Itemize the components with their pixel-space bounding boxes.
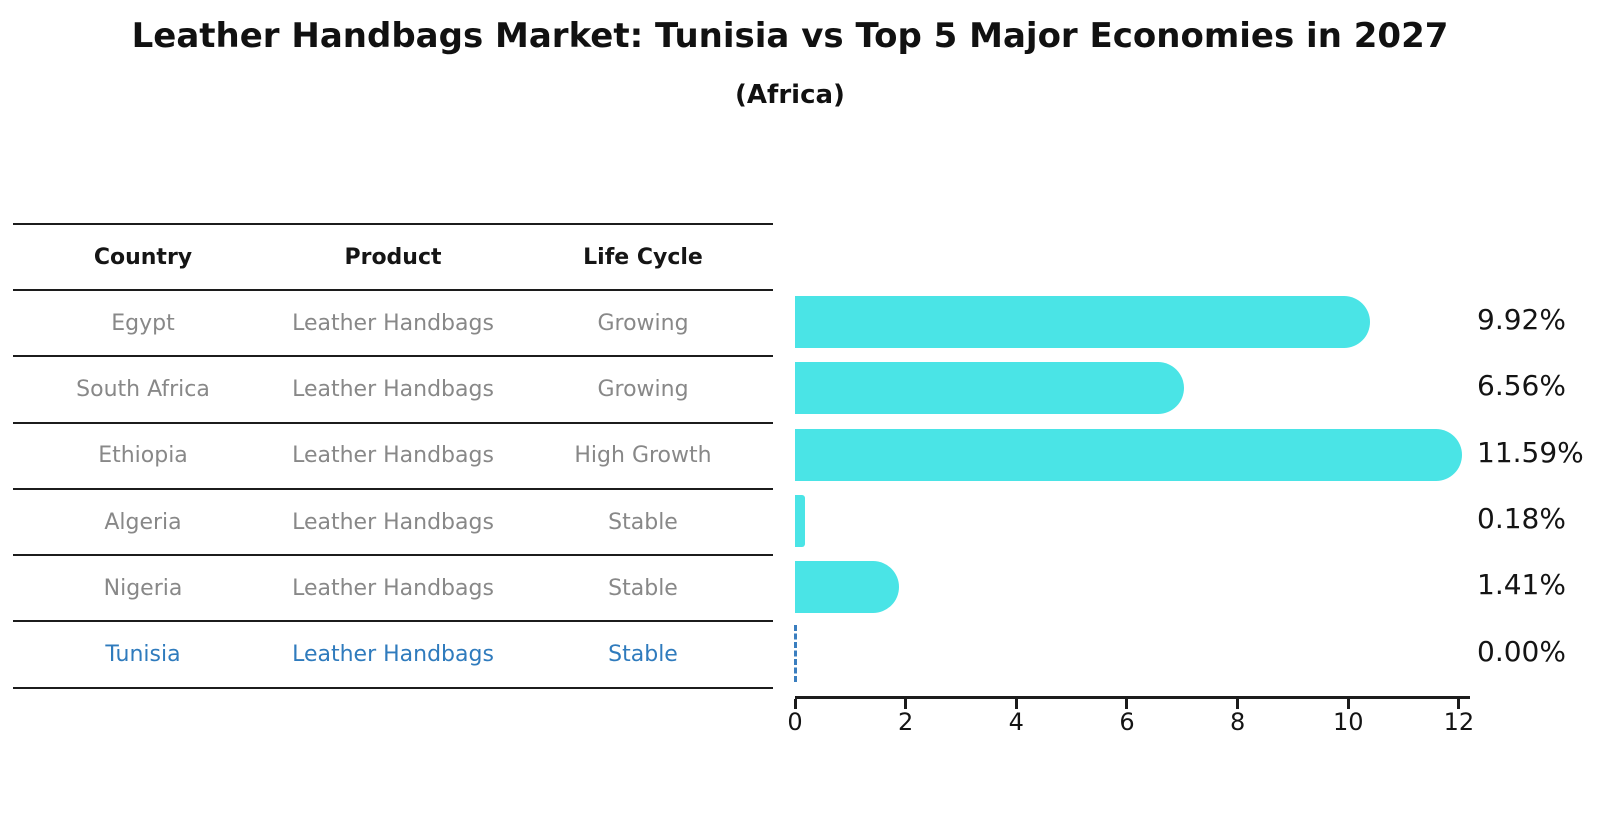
cell-country: Egypt [111, 310, 175, 336]
bar-ethiopia [795, 428, 1463, 481]
x-tick-label-0: 0 [787, 708, 803, 736]
x-tick-label-12: 12 [1443, 708, 1475, 736]
cell-life-cycle: Growing [597, 310, 689, 336]
x-tick-label-2: 2 [898, 708, 914, 736]
table-row-tunisia: Tunisia Leather Handbags Stable [13, 622, 773, 689]
cell-product: Leather Handbags [292, 642, 494, 668]
x-axis-line [795, 696, 1470, 699]
value-label-algeria: 0.18% [1477, 502, 1566, 536]
cell-product: Leather Handbags [292, 310, 494, 336]
cell-life-cycle: Stable [608, 575, 678, 601]
cell-life-cycle: Stable [608, 509, 678, 535]
bar-egypt [795, 296, 1370, 349]
x-tick-mark-0 [793, 699, 797, 709]
bar-nigeria [795, 561, 899, 614]
chart-subtitle: (Africa) [735, 80, 845, 110]
x-tick-label-6: 6 [1119, 708, 1135, 736]
cell-country: Algeria [104, 509, 182, 535]
country-table: Country Product Life Cycle Egypt Leather … [13, 223, 773, 689]
cell-country: Nigeria [103, 575, 183, 601]
x-tick-label-4: 4 [1008, 708, 1024, 736]
cell-country: Ethiopia [98, 443, 188, 469]
table-row-egypt: Egypt Leather Handbags Growing [13, 291, 773, 358]
cell-country: Tunisia [105, 642, 181, 668]
x-tick-mark-2 [904, 699, 908, 709]
bar-south-africa [795, 362, 1184, 415]
cell-country: South Africa [76, 376, 210, 402]
value-label-tunisia: 0.00% [1477, 634, 1566, 668]
cell-product: Leather Handbags [292, 376, 494, 402]
table-header-life-cycle: Life Cycle [583, 244, 703, 270]
zero-dashed-line-tunisia [794, 624, 797, 682]
x-tick-mark-6 [1125, 699, 1129, 709]
x-tick-mark-4 [1014, 699, 1018, 709]
value-label-nigeria: 1.41% [1477, 568, 1566, 602]
cell-life-cycle: Growing [597, 376, 689, 402]
table-row-ethiopia: Ethiopia Leather Handbags High Growth [13, 424, 773, 490]
value-label-ethiopia: 11.59% [1477, 435, 1584, 469]
table-header-country: Country [93, 244, 193, 270]
cell-life-cycle: High Growth [574, 443, 712, 469]
table-header-product: Product [344, 244, 442, 270]
cell-product: Leather Handbags [292, 443, 494, 469]
table-row-south-africa: South Africa Leather Handbags Growing [13, 357, 773, 424]
cell-product: Leather Handbags [292, 509, 494, 535]
table-body: Egypt Leather Handbags Growing South Africa… [13, 291, 773, 689]
value-label-egypt: 9.92% [1477, 303, 1566, 337]
x-tick-mark-8 [1236, 699, 1240, 709]
x-tick-mark-10 [1346, 699, 1350, 709]
bar-algeria [795, 495, 805, 548]
table-header-row: Country Product Life Cycle [13, 225, 773, 291]
x-tick-label-8: 8 [1229, 708, 1246, 736]
chart-title: Leather Handbags Market: Tunisia vs Top … [131, 16, 1449, 56]
cell-life-cycle: Stable [608, 642, 678, 668]
value-label-south-africa: 6.56% [1477, 369, 1566, 403]
cell-product: Leather Handbags [292, 575, 494, 601]
table-row-algeria: Algeria Leather Handbags Stable [13, 490, 773, 557]
x-tick-label-10: 10 [1332, 708, 1364, 736]
table-row-nigeria: Nigeria Leather Handbags Stable [13, 556, 773, 623]
x-tick-mark-12 [1457, 699, 1461, 709]
